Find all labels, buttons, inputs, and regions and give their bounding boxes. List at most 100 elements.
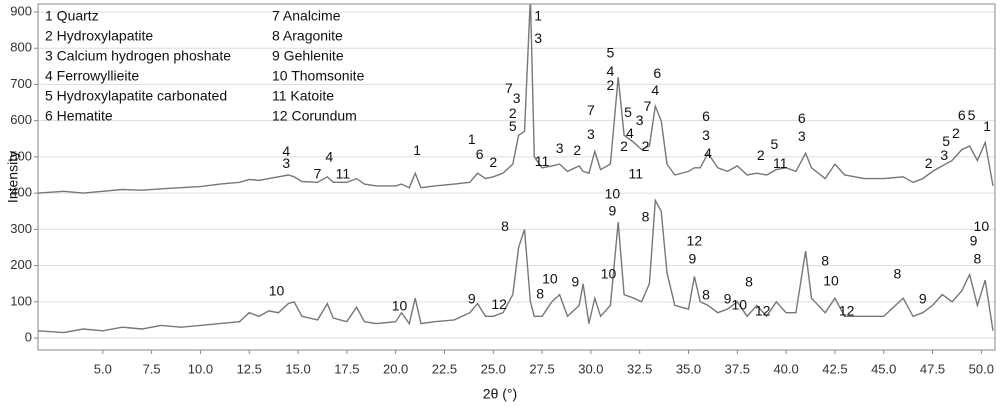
peak-label: 6 [702,108,710,124]
peak-label: 4 [325,148,333,164]
y-tick-label: 900 [10,3,32,18]
x-tick-label: 30.0 [578,361,603,376]
x-tick-label: 12.5 [237,361,262,376]
x-tick-label: 47.5 [920,361,945,376]
peak-label: 9 [689,250,697,266]
peak-label: 7 [587,102,595,118]
y-tick-label: 200 [10,257,32,272]
y-tick-label: 500 [10,148,32,163]
x-tick-label: 32.5 [627,361,652,376]
x-tick-label: 40.0 [773,361,798,376]
peak-label: 3 [702,127,710,143]
peak-label: 10 [392,298,408,314]
y-tick-label: 700 [10,76,32,91]
y-tick-label: 0 [25,329,32,344]
legend-item: 8 Aragonite [272,28,343,44]
peak-label: 12 [839,303,855,319]
peak-label: 2 [509,105,517,121]
peak-label: 9 [608,202,616,218]
peak-label: 2 [757,147,765,163]
peak-label: 1 [983,118,991,134]
x-tick-label: 17.5 [334,361,359,376]
xrd-trace [38,197,994,334]
x-tick-label: 42.5 [822,361,847,376]
peak-label: 3 [534,30,542,46]
peak-label: 10 [542,270,558,286]
peak-label: 10 [731,297,747,313]
peak-label: 2 [952,125,960,141]
legend-item: 9 Gehlenite [272,48,344,64]
x-tick-label: 10.0 [188,361,213,376]
peak-label: 9 [919,291,927,307]
peak-label: 8 [893,266,901,282]
peak-label: 3 [587,126,595,142]
peak-label: 4 [607,63,615,79]
peak-label: 6 [653,65,661,81]
peak-label: 1 [413,142,421,158]
peak-label: 10 [823,273,839,289]
peak-label: 8 [974,250,982,266]
legend-item: 6 Hematite [45,108,113,124]
legend-item: 5 Hydroxylapatite carbonated [45,88,227,104]
peak-label: 11 [535,153,550,169]
peak-label: 4 [704,145,712,161]
peak-label: 8 [702,287,710,303]
legend-item: 12 Corundum [272,108,357,124]
legend-item: 7 Analcime [272,8,341,24]
legend-item: 10 Thomsonite [272,68,365,84]
peak-label: 7 [314,165,322,181]
peak-label: 4 [282,143,290,159]
peak-label: 1 [534,8,542,24]
peak-label: 5 [509,118,517,134]
peak-label: 7 [644,98,652,114]
peak-label: 11 [629,165,644,181]
x-tick-label: 22.5 [432,361,457,376]
peak-label: 1 [468,131,476,147]
peak-label: 11 [773,155,788,171]
peak-label: 10 [269,283,285,299]
y-axis-label: Intensity [5,151,21,203]
legend-item: 11 Katoite [272,88,334,104]
x-tick-label: 20.0 [383,361,408,376]
peak-label: 6 [798,110,806,126]
peak-label: 2 [620,138,628,154]
peak-label: 8 [501,218,509,234]
peak-label: 6 [476,146,484,162]
x-tick-label: 35.0 [676,361,701,376]
x-tick-label: 45.0 [871,361,896,376]
x-tick-label: 50.0 [969,361,994,376]
peak-label: 5 [770,136,778,152]
y-tick-label: 600 [10,112,32,127]
x-axis-label: 2θ (°) [483,386,517,402]
x-tick-label: 15.0 [285,361,310,376]
peak-label: 5 [624,104,632,120]
peak-label: 8 [642,208,650,224]
peak-label: 3 [556,140,564,156]
xrd-trace [38,4,994,194]
peak-label: 2 [925,155,933,171]
peak-label: 3 [940,147,948,163]
y-tick-label: 400 [10,185,32,200]
peak-label: 6 [958,107,966,123]
x-tick-label: 25.0 [481,361,506,376]
peak-label: 5 [942,133,950,149]
peak-label: 12 [491,296,507,312]
x-tick-label: 5.0 [94,361,112,376]
legend-item: 3 Calcium hydrogen phoshate [45,48,231,64]
peak-label: 3 [798,128,806,144]
peak-label: 9 [724,291,732,307]
peak-label: 5 [968,107,976,123]
peak-label: 4 [626,125,634,141]
plot-frame [37,3,996,351]
peak-label: 11 [336,165,351,181]
peak-label: 10 [974,218,990,234]
legend-item: 4 Ferrowyllieite [45,68,139,84]
peak-label: 3 [282,155,290,171]
peak-label: 9 [571,274,579,290]
peak-label: 12 [755,303,771,319]
legend-item: 2 Hydroxylapatite [45,28,153,44]
y-tick-label: 800 [10,40,32,55]
peak-label: 9 [468,291,476,307]
peak-label: 4 [651,82,659,98]
